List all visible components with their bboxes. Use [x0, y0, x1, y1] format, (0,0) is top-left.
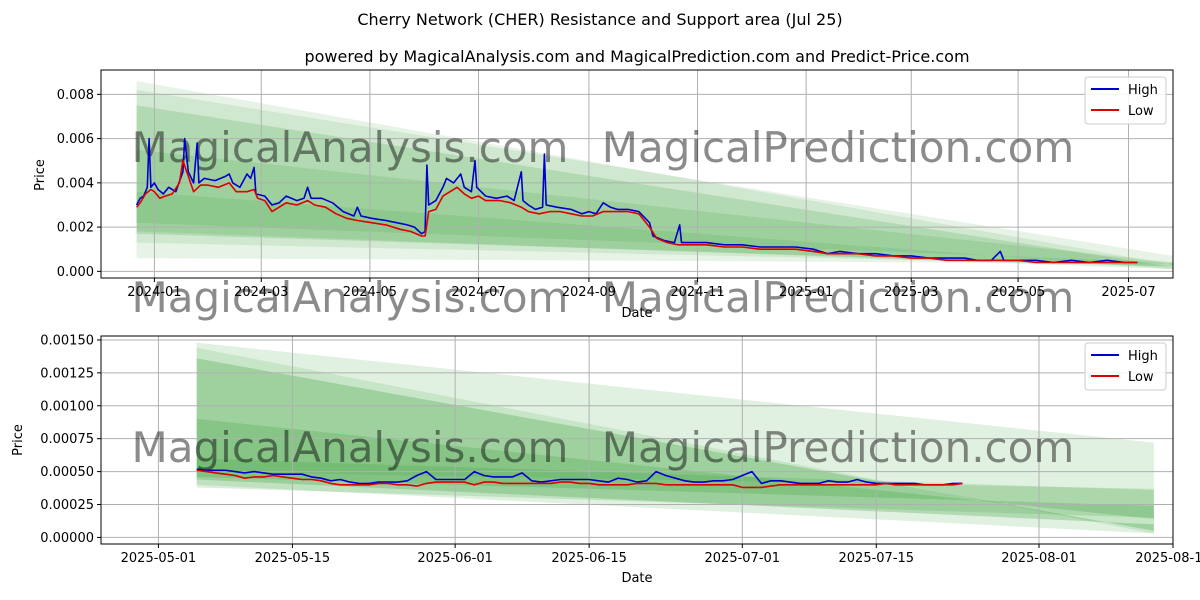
bottom-x-axis: 2025-05-01 2025-05-15 2025-06-01 2025-06-15… [121, 544, 1200, 566]
bottom-legend: High Low [1084, 342, 1167, 391]
top-xtick-label-2: 2024-05 [343, 285, 397, 300]
top-band-2 [136, 105, 1174, 267]
top-high-series-line [135, 137, 1138, 264]
bottom-high-series-line [196, 468, 963, 486]
top-support-resistance-bands [136, 81, 1174, 270]
top-ytick-label-4: 0.008 [57, 88, 94, 103]
bottom-ytick-label-3: 0.00075 [40, 432, 94, 447]
bottom-xtick-label-5: 2025-07-15 [839, 551, 915, 566]
top-xtick-label-9: 2025-07 [1101, 285, 1155, 300]
watermark-magicalanalysis: MagicalAnalysis.com [132, 123, 569, 172]
top-y-axis-label: Price [33, 159, 48, 191]
top-chart-panel: MagicalAnalysis.com MagicalPrediction.co… [33, 69, 1174, 322]
watermark-magicalanalysis-lower: MagicalAnalysis.com [132, 273, 569, 322]
top-legend-high-label: High [1128, 83, 1158, 98]
bottom-xtick-label-3: 2025-06-15 [551, 551, 627, 566]
top-plot-frame [100, 69, 1174, 279]
bottom-support-resistance-bands [196, 342, 1154, 534]
bottom-ytick-label-0: 0.00000 [40, 531, 94, 546]
bottom-chart-panel: MagicalAnalysis.com MagicalPrediction.co… [11, 333, 1200, 586]
top-ytick-label-1: 0.002 [57, 221, 94, 236]
bottom-band-0 [196, 342, 1154, 534]
bottom-xtick-label-6: 2025-08-01 [1001, 551, 1077, 566]
top-ytick-label-3: 0.006 [57, 132, 94, 147]
bottom-x-axis-label: Date [621, 571, 652, 586]
bottom-y-axis: 0.00000 0.00025 0.00050 0.00075 0.00100 0.001… [40, 333, 101, 546]
top-ytick-label-2: 0.004 [57, 176, 94, 191]
top-band-0 [136, 81, 1174, 265]
bottom-ytick-label-5: 0.00125 [40, 366, 94, 381]
chart-subtitle: powered by MagicalAnalysis.com and Magic… [304, 47, 969, 66]
bottom-band-3 [196, 418, 1154, 519]
top-x-axis-label: Date [621, 306, 652, 321]
watermark-bottom-magicalanalysis: MagicalAnalysis.com [132, 423, 569, 472]
watermark-bottom-magicalprediction: MagicalPrediction.com [602, 423, 1075, 472]
top-xtick-label-6: 2025-01 [779, 285, 833, 300]
top-xtick-label-1: 2024-03 [234, 285, 288, 300]
bottom-xtick-label-4: 2025-07-01 [705, 551, 781, 566]
bottom-plot-frame [100, 335, 1174, 545]
top-band-3 [136, 149, 1174, 270]
bottom-xtick-label-7: 2025-08-15 [1135, 551, 1200, 566]
top-ytick-label-0: 0.000 [57, 265, 94, 280]
top-xtick-label-8: 2025-05 [991, 285, 1045, 300]
top-xtick-label-5: 2024-11 [670, 285, 724, 300]
bottom-ytick-label-1: 0.00025 [40, 498, 94, 513]
bottom-legend-high-label: High [1128, 349, 1158, 364]
top-series-lines [135, 137, 1138, 264]
top-xtick-label-3: 2024-07 [451, 285, 505, 300]
top-xtick-label-7: 2025-03 [884, 285, 938, 300]
bottom-xtick-label-2: 2025-06-01 [417, 551, 493, 566]
bottom-ytick-label-6: 0.00150 [40, 333, 94, 348]
bottom-band-2 [196, 358, 1154, 531]
bottom-xtick-label-0: 2025-05-01 [121, 551, 197, 566]
chart-title: Cherry Network (CHER) Resistance and Sup… [357, 10, 842, 29]
top-y-axis: 0.000 0.002 0.004 0.006 0.008 [57, 88, 101, 280]
bottom-low-series-line [196, 469, 963, 489]
bottom-y-axis-label: Price [11, 424, 26, 456]
bottom-band-1 [196, 347, 1154, 534]
bottom-xtick-label-1: 2025-05-15 [255, 551, 331, 566]
top-xtick-label-4: 2024-09 [562, 285, 616, 300]
top-legend-low-label: Low [1128, 104, 1154, 119]
top-x-axis: 2024-01 2024-03 2024-05 2024-07 2024-09 2024-… [127, 278, 1156, 300]
bottom-grid [101, 336, 1174, 544]
bottom-band-4 [196, 458, 1154, 518]
bottom-ytick-label-4: 0.00100 [40, 399, 94, 414]
bottom-series-lines [196, 468, 963, 489]
watermark-magicalprediction-lower: MagicalPrediction.com [602, 273, 1075, 322]
watermark-magicalprediction: MagicalPrediction.com [602, 123, 1075, 172]
top-legend: High Low [1084, 76, 1167, 125]
bottom-legend-low-label: Low [1128, 370, 1154, 385]
top-grid [101, 70, 1173, 278]
top-low-series-line [135, 159, 1138, 264]
bottom-ytick-label-2: 0.00050 [40, 465, 94, 480]
top-xtick-label-0: 2024-01 [127, 285, 181, 300]
top-band-4 [136, 191, 1174, 270]
